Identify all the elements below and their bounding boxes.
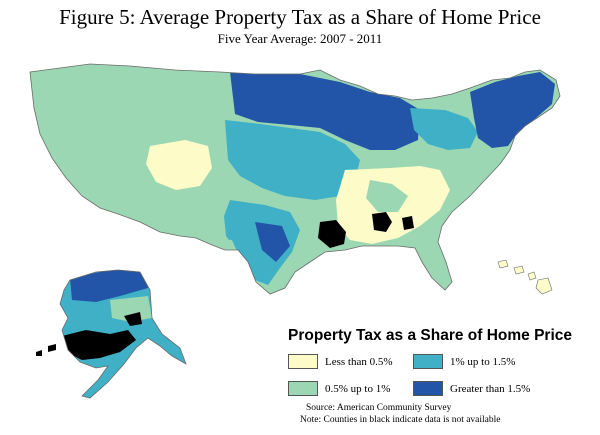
alaska-no-data: [62, 330, 136, 360]
legend-swatch-1-to-1-5: [413, 354, 443, 369]
hawaii-island-2: [513, 265, 525, 275]
legend-item-less-than-0-5: Less than 0.5%: [288, 354, 393, 369]
alaska-north-high: [70, 270, 148, 302]
contiguous-us-map: [30, 64, 560, 294]
legend-label-less-than-0-5: Less than 0.5%: [325, 355, 393, 368]
alaska-no-data-2: [124, 312, 142, 326]
legend-label-1-to-1-5: 1% up to 1.5%: [450, 355, 516, 368]
alaska-map: [60, 270, 186, 398]
legend-swatch-0-5-to-1: [288, 381, 318, 396]
legend-label-0-5-to-1: 0.5% up to 1%: [325, 382, 391, 395]
na-note: Note: Counties in black indicate data is…: [300, 415, 501, 425]
legend-swatch-less-than-0-5: [288, 354, 318, 369]
alaska-outline: [59, 269, 187, 399]
region-midwest-high: [230, 72, 420, 150]
region-west-mixed: [40, 74, 120, 118]
region-texas-darker: [255, 222, 290, 262]
legend-item-0-5-to-1: 0.5% up to 1%: [288, 381, 390, 396]
legend-swatch-greater-than-1-5: [413, 381, 443, 396]
hawaii-island-4: [535, 277, 553, 295]
region-northeast: [470, 72, 555, 148]
region-plains-mid: [225, 120, 360, 200]
region-california: [36, 128, 96, 212]
legend-item-1-to-1-5: 1% up to 1.5%: [413, 354, 515, 369]
legend-grid: Less than 0.5% 1% up to 1.5% 0.5% up to …: [280, 354, 550, 406]
region-rockies-low: [146, 140, 212, 190]
legend-title: Property Tax as a Share of Home Price: [288, 327, 572, 344]
no-data-louisiana: [318, 220, 346, 248]
hawaii-island-1: [497, 259, 509, 269]
no-data-alabama: [402, 216, 414, 230]
contiguous-us-outline: [29, 63, 561, 295]
region-great-lakes: [410, 108, 478, 150]
figure-subtitle: Five Year Average: 2007 - 2011: [217, 31, 383, 46]
alaska-islands: [36, 344, 56, 356]
legend: Property Tax as a Share of Home Price Le…: [280, 326, 572, 406]
legend-item-greater-than-1-5: Greater than 1.5%: [413, 381, 530, 396]
hawaii-map: [497, 259, 553, 295]
no-data-georgia: [372, 212, 392, 232]
legend-label-greater-than-1-5: Greater than 1.5%: [450, 382, 531, 395]
source-note: Source: American Community Survey: [306, 403, 452, 413]
note-block: Source: American Community Survey Note: …: [300, 402, 501, 426]
figure-title: Figure 5: Average Property Tax as a Shar…: [59, 5, 541, 29]
alaska-east-low: [110, 296, 152, 322]
region-southeast-mixed: [366, 180, 408, 212]
hawaii-island-3: [527, 271, 537, 281]
